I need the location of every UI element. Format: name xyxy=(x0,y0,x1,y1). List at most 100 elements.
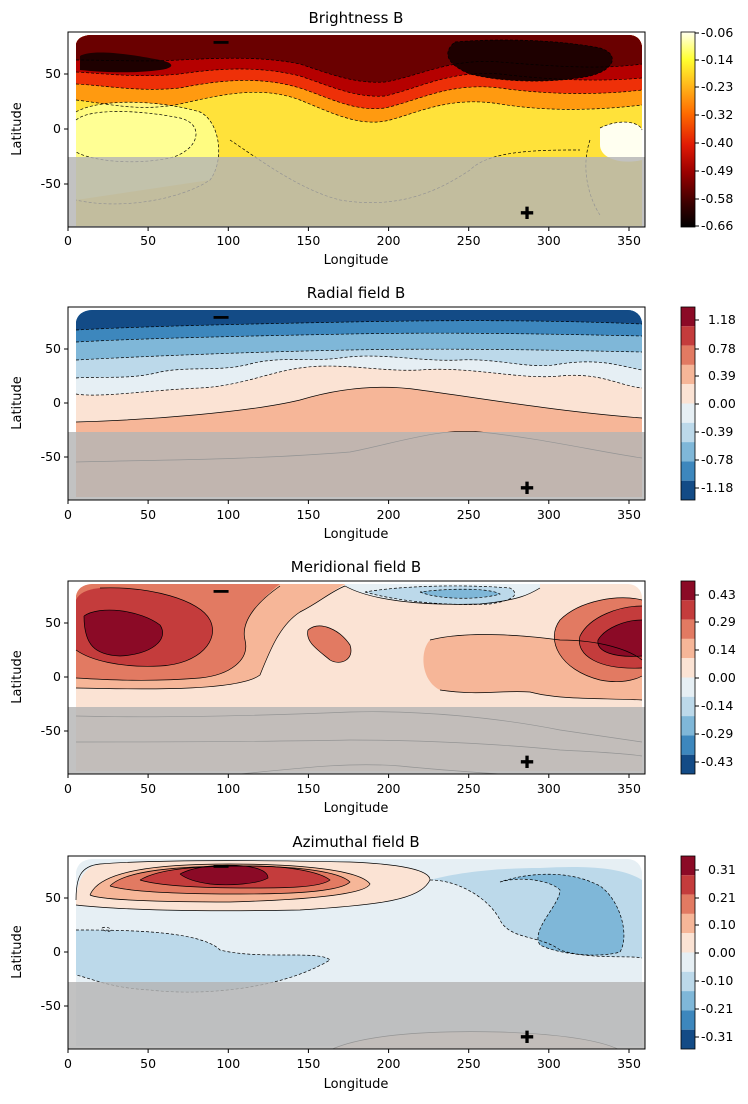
shaded-region xyxy=(68,432,645,500)
cb-band xyxy=(681,735,695,755)
x-axis-label: Longitude xyxy=(324,801,389,816)
cb-tick-label: 0.78 xyxy=(708,341,736,356)
shaded-region xyxy=(68,982,645,1049)
x-tick-label: 250 xyxy=(457,781,481,796)
x-tick-label: 200 xyxy=(377,233,401,248)
cb-tick-label: -0.78 xyxy=(701,452,733,467)
cb-band xyxy=(681,364,695,385)
cb-band xyxy=(681,581,695,601)
colorbar: 1.18 0.78 0.39 0.00 -0.39 -0.78 -1.18 xyxy=(680,306,736,501)
cb-tick-label: 0.00 xyxy=(708,945,736,960)
cb-band xyxy=(681,442,695,462)
cb-tick-label: -0.23 xyxy=(701,79,733,94)
x-tick-label: 0 xyxy=(64,1056,72,1071)
x-tick-label: 50 xyxy=(140,781,156,796)
x-tick-label: 100 xyxy=(216,781,240,796)
cb-band xyxy=(681,952,695,972)
x-tick-label: 350 xyxy=(617,781,641,796)
shaded-region xyxy=(68,707,645,774)
y-axis: 50 0 -50 Latitude xyxy=(10,341,68,464)
cb-band xyxy=(681,991,695,1011)
y-tick-label: 0 xyxy=(53,395,61,410)
panel-radial: Radial field B xyxy=(10,284,736,542)
x-axis: 0 50 100 150 200 250 300 350 Longitude xyxy=(64,500,641,542)
cb-tick-label: -0.10 xyxy=(701,973,733,988)
colorbar: 0.31 0.21 0.10 0.00 -0.10 -0.21 -0.31 xyxy=(680,855,736,1050)
cb-band xyxy=(681,345,695,365)
y-axis: 50 0 -50 Latitude xyxy=(10,66,68,191)
minus-marker: − xyxy=(211,28,231,56)
cb-tick-label: -0.29 xyxy=(701,726,733,741)
panel-brightness: Brightness B xyxy=(10,9,733,268)
cb-tick-label: 0.43 xyxy=(708,587,736,602)
x-tick-label: 150 xyxy=(296,233,320,248)
plus-marker: ✚ xyxy=(520,753,534,773)
cb-tick-label: 0.21 xyxy=(708,890,736,905)
x-tick-label: 150 xyxy=(296,781,320,796)
y-tick-label: -50 xyxy=(41,176,61,191)
plus-marker: ✚ xyxy=(520,1028,534,1048)
cb-tick-label: 0.00 xyxy=(708,396,736,411)
x-tick-label: 0 xyxy=(64,781,72,796)
minus-marker: − xyxy=(211,577,231,605)
cb-band xyxy=(681,856,695,876)
x-axis-label: Longitude xyxy=(324,1077,389,1092)
colorbar-gradient xyxy=(680,31,696,228)
cb-tick-label: -0.06 xyxy=(701,25,733,40)
cb-band xyxy=(681,933,695,953)
x-tick-label: 100 xyxy=(216,1056,240,1071)
x-tick-label: 50 xyxy=(140,507,156,522)
x-tick-label: 250 xyxy=(457,233,481,248)
y-tick-label: 0 xyxy=(53,669,61,684)
cb-band xyxy=(681,696,695,717)
colorbar: -0.06 -0.14 -0.23 -0.32 -0.40 -0.49 -0.5… xyxy=(680,25,733,233)
panel-azimuthal: Azimuthal field B xyxy=(10,833,736,1092)
cb-tick-label: -0.32 xyxy=(701,107,733,122)
y-tick-label: 0 xyxy=(53,121,61,136)
cb-tick-label: 0.14 xyxy=(708,642,736,657)
cb-band xyxy=(681,461,695,481)
y-axis-label: Latitude xyxy=(10,102,25,156)
x-axis: 0 50 100 150 200 250 300 350 Longitude xyxy=(64,774,641,816)
cb-band xyxy=(681,875,695,895)
x-tick-label: 0 xyxy=(64,507,72,522)
cb-band xyxy=(681,384,695,404)
cb-band xyxy=(681,913,695,934)
cb-tick-label: -0.58 xyxy=(701,191,733,206)
x-tick-label: 200 xyxy=(377,1056,401,1071)
cb-band xyxy=(681,658,695,678)
cb-tick-label: 0.29 xyxy=(708,614,736,629)
y-tick-label: 50 xyxy=(45,615,61,630)
cb-tick-label: -0.49 xyxy=(701,163,733,178)
cb-band xyxy=(681,638,695,659)
cb-tick-label: 0.10 xyxy=(708,917,736,932)
x-tick-label: 350 xyxy=(617,1056,641,1071)
cb-tick-label: 1.18 xyxy=(708,312,736,327)
colorbar: 0.43 0.29 0.14 0.00 -0.14 -0.29 -0.43 xyxy=(680,580,736,775)
cb-band xyxy=(681,716,695,736)
cb-tick-label: -0.39 xyxy=(701,424,733,439)
cb-band xyxy=(681,326,695,346)
x-tick-label: 300 xyxy=(537,1056,561,1071)
y-axis-label: Latitude xyxy=(10,925,25,979)
cb-tick-label: -0.66 xyxy=(701,218,733,233)
cb-tick-label: -0.14 xyxy=(701,698,733,713)
cb-tick-label: -0.31 xyxy=(701,1029,733,1044)
y-axis: 50 0 -50 Latitude xyxy=(10,615,68,738)
x-tick-label: 300 xyxy=(537,507,561,522)
y-tick-label: -50 xyxy=(41,998,61,1013)
plus-marker: ✚ xyxy=(520,479,534,499)
cb-band xyxy=(681,971,695,992)
shaded-region xyxy=(68,157,645,227)
cb-band xyxy=(681,677,695,697)
cb-tick-label: -1.18 xyxy=(701,480,733,495)
x-tick-label: 50 xyxy=(140,1056,156,1071)
minus-marker: − xyxy=(211,852,231,880)
x-tick-label: 250 xyxy=(457,507,481,522)
minus-marker: − xyxy=(211,303,231,331)
cb-band xyxy=(681,480,695,500)
y-axis-label: Latitude xyxy=(10,376,25,430)
panel-title: Radial field B xyxy=(307,284,406,302)
x-tick-label: 200 xyxy=(377,507,401,522)
